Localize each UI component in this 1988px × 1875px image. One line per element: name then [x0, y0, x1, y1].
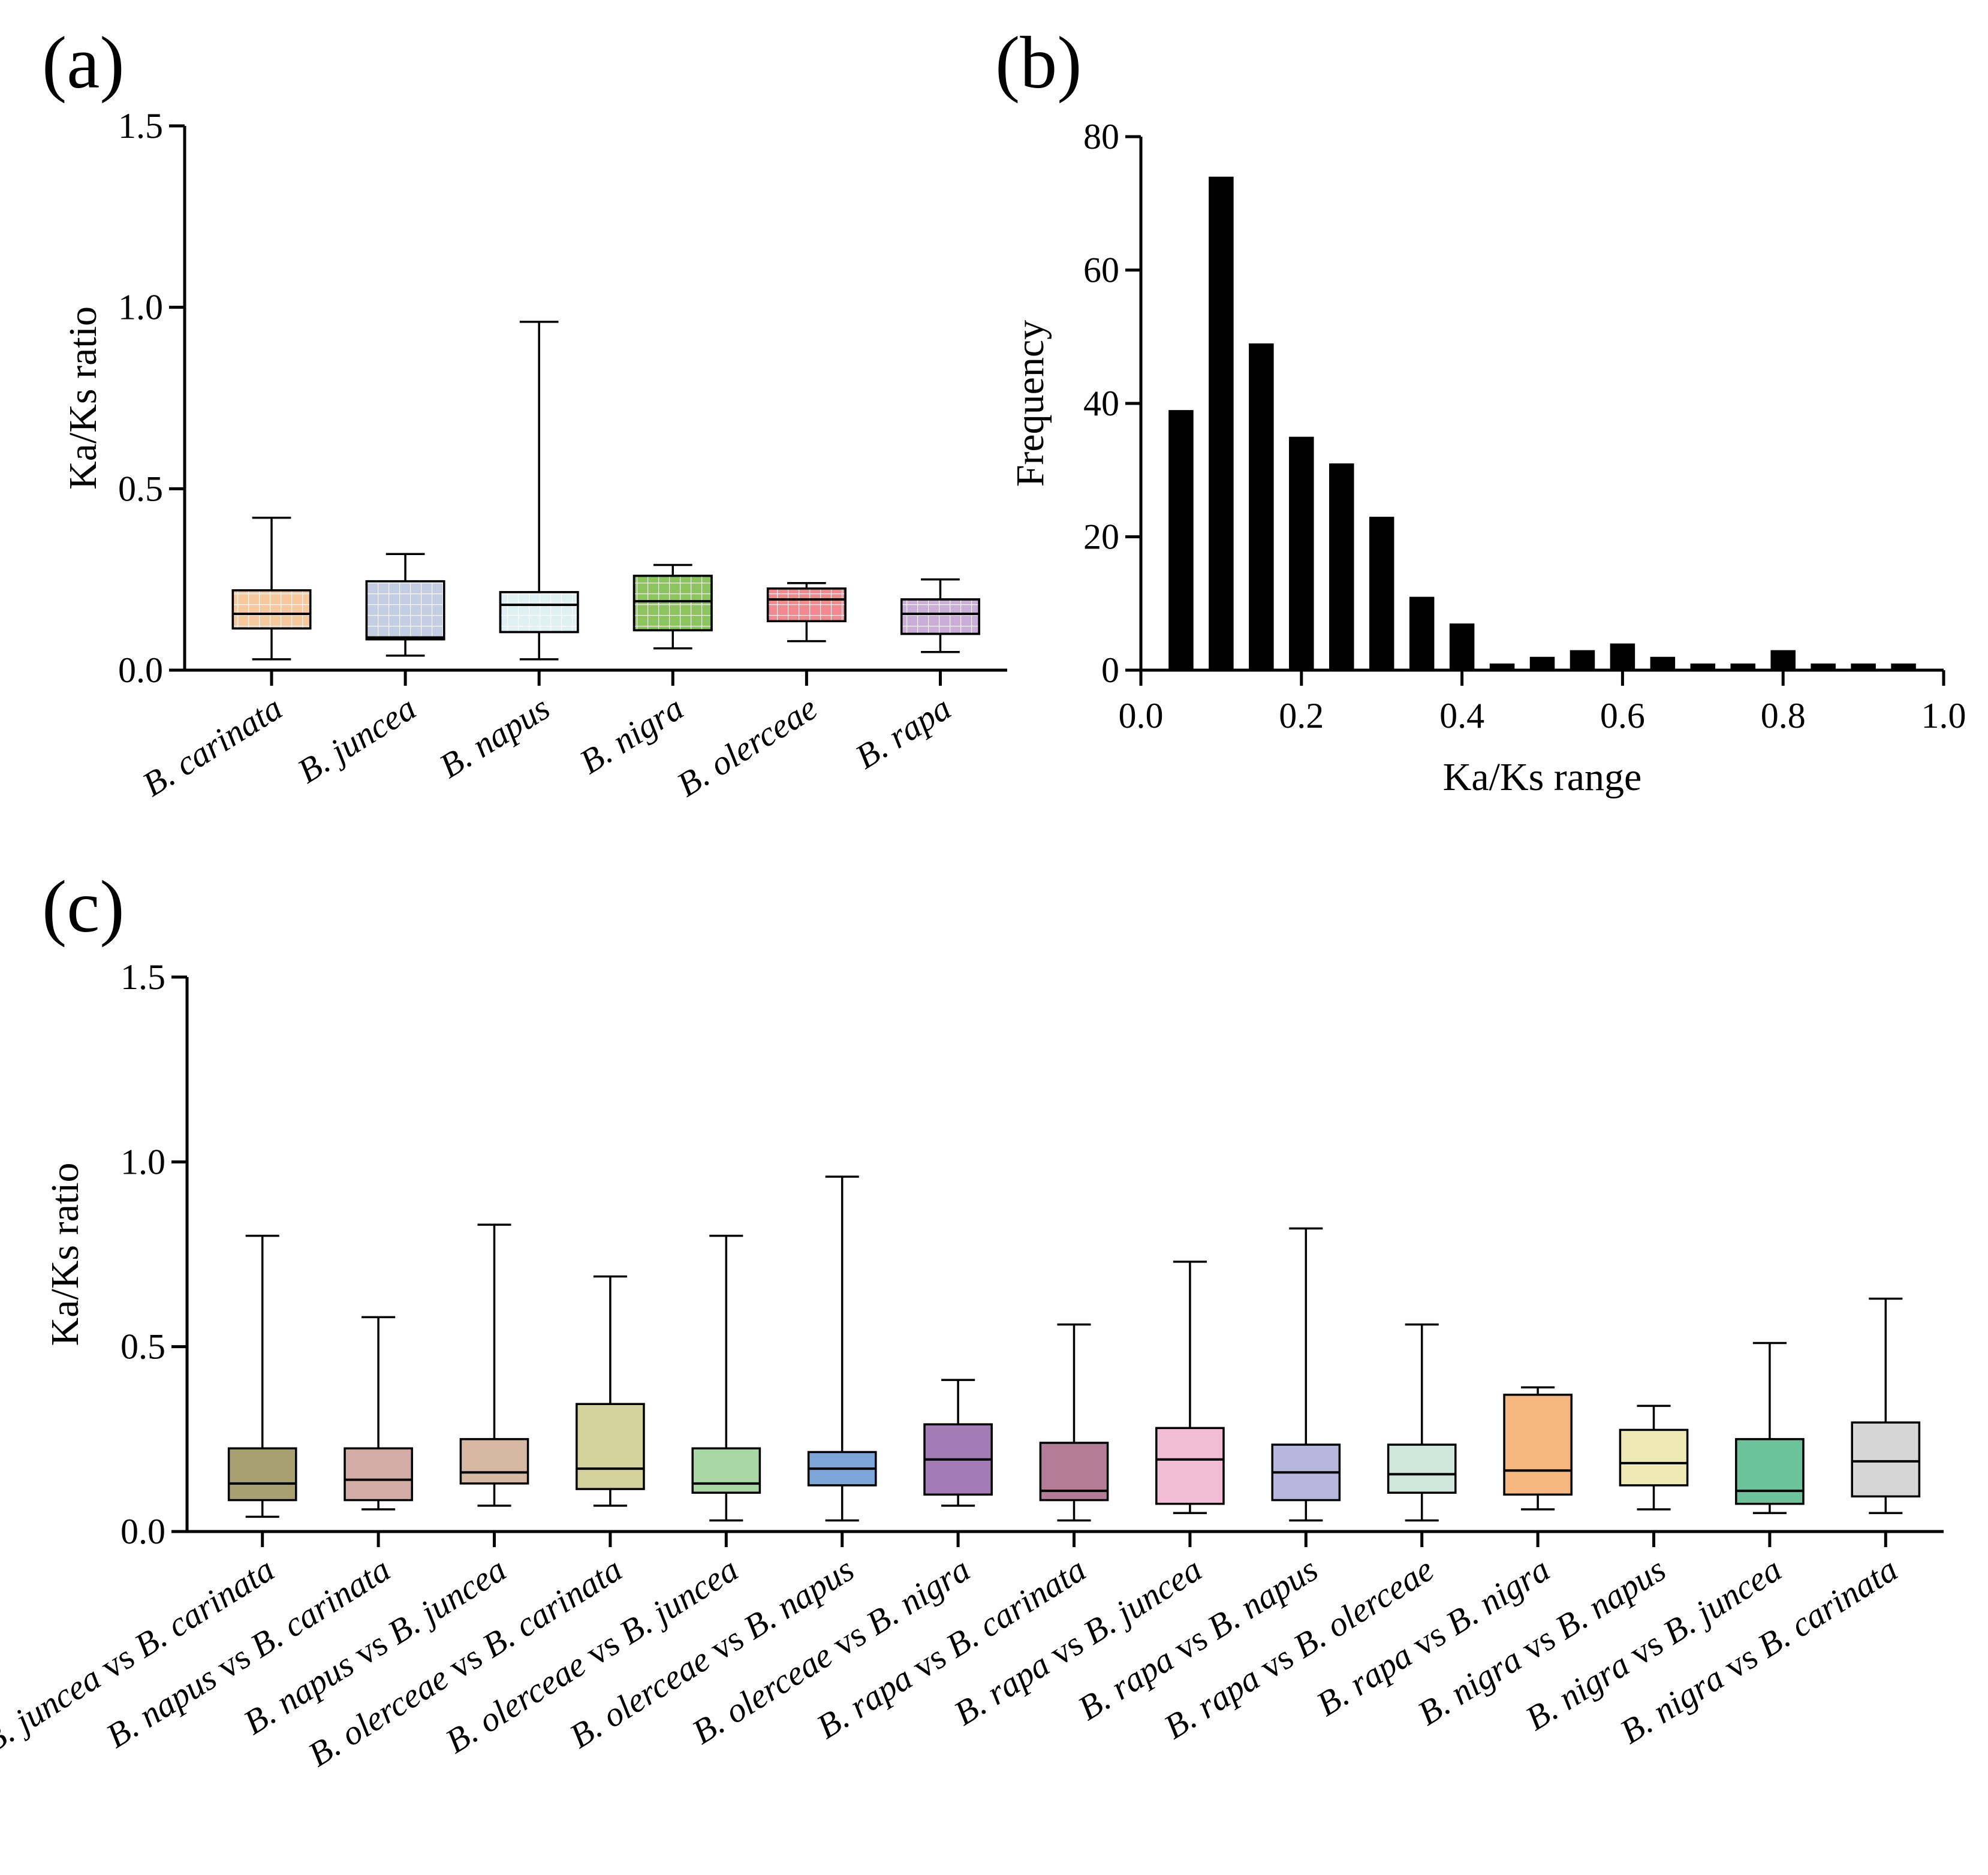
- iqr-box-pattern: [634, 575, 712, 631]
- iqr-box: [227, 1447, 297, 1502]
- y-tick-label: 1.0: [118, 288, 163, 327]
- iqr-box: [1387, 1443, 1457, 1494]
- iqr-box-outline: [231, 589, 312, 630]
- y-axis-title: Frequency: [1008, 320, 1052, 487]
- histogram-bar: [1168, 410, 1194, 670]
- histogram-bar: [1770, 650, 1796, 670]
- box-group: B. nigra vs B. carinata: [1613, 1297, 1921, 1752]
- x-category-label: B. rapa: [848, 688, 957, 776]
- y-tick-label: 80: [1083, 117, 1119, 156]
- x-tick-label: 0.2: [1279, 696, 1324, 735]
- x-tick-label: 1.0: [1921, 696, 1966, 735]
- y-tick-label: 1.5: [121, 957, 165, 997]
- histogram-bar: [1449, 623, 1475, 670]
- box-group: B. olerceae vs B. juncea: [439, 1234, 761, 1761]
- panel-b-histogram: 0 20 40 60 80 0.0 0.2 0.4 0.6 0.8 1.0 Ka/Ks range Fr…: [1008, 117, 1966, 799]
- iqr-box-outline: [365, 580, 445, 641]
- iqr-box-pattern: [500, 592, 578, 632]
- iqr-box-pattern: [366, 581, 444, 640]
- histogram-bar: [1851, 663, 1876, 670]
- y-tick-label: 0.5: [121, 1327, 165, 1367]
- panel-label-c: (c): [42, 866, 125, 948]
- y-tick-label: 0.5: [118, 469, 163, 508]
- histogram-bar: [1329, 463, 1354, 670]
- iqr-box: [576, 1403, 645, 1490]
- y-tick-label: 40: [1083, 384, 1119, 423]
- x-tick-label: 0.0: [1119, 696, 1164, 735]
- box-group: B. rapa vs B. nigra: [1309, 1386, 1573, 1724]
- x-category-label: B. juncea: [291, 688, 423, 791]
- panel-label-b: (b): [995, 22, 1082, 104]
- box-group: B. napus: [432, 321, 579, 786]
- histogram-bar: [1249, 343, 1274, 670]
- x-category-label: B. olerceae: [670, 688, 824, 804]
- y-tick-label: 1.0: [121, 1142, 165, 1181]
- histogram-bar: [1369, 517, 1394, 670]
- histogram-bar: [1650, 656, 1676, 670]
- y-axis-title: Ka/Ks ratio: [61, 306, 105, 490]
- category-species-a: B. juncea: [0, 1658, 107, 1761]
- iqr-box-pattern: [233, 590, 311, 629]
- iqr-box: [1503, 1394, 1573, 1496]
- histogram-bar: [1489, 663, 1515, 670]
- histogram-bar: [1570, 650, 1595, 670]
- iqr-box: [459, 1438, 529, 1485]
- iqr-box: [1735, 1438, 1805, 1505]
- iqr-box: [1619, 1428, 1689, 1487]
- iqr-box-outline: [632, 574, 713, 632]
- x-tick-label: 0.8: [1761, 696, 1806, 735]
- iqr-box-pattern: [767, 588, 846, 622]
- y-tick-label: 60: [1083, 251, 1119, 290]
- iqr-box-outline: [766, 587, 847, 623]
- panel-label-a: (a): [42, 22, 125, 104]
- histogram-bar: [1610, 643, 1635, 670]
- histogram-bar: [1409, 596, 1435, 670]
- y-axis-title: Ka/Ks ratio: [43, 1162, 87, 1346]
- y-tick-label: 0.0: [118, 650, 163, 690]
- box-group: B. rapa: [848, 578, 980, 776]
- iqr-box: [691, 1447, 761, 1494]
- x-category-label: B. napus: [432, 688, 556, 786]
- histogram-bar: [1891, 663, 1916, 670]
- x-category-label: B. nigra: [573, 688, 690, 782]
- x-tick-label: 0.4: [1439, 696, 1484, 735]
- y-tick-label: 0.0: [121, 1512, 165, 1551]
- panel-a-boxplot: 0.0 0.5 1.0 1.5 Ka/Ks ratio B. carinata B. jun…: [61, 106, 1007, 804]
- iqr-box: [344, 1447, 413, 1502]
- iqr-box: [1851, 1421, 1921, 1498]
- histogram-bar: [1730, 663, 1756, 670]
- box-group: B. juncea: [291, 553, 445, 791]
- iqr-box: [1155, 1427, 1225, 1505]
- histogram-bar: [1529, 656, 1555, 670]
- histogram-bar: [1690, 663, 1716, 670]
- histogram-bar: [1811, 663, 1836, 670]
- histogram-bar: [1289, 436, 1314, 670]
- iqr-box-outline: [499, 591, 579, 634]
- y-tick-label: 1.5: [118, 106, 163, 146]
- box-group: B. nigra: [573, 563, 713, 782]
- histogram-bar: [1209, 176, 1234, 670]
- y-tick-label: 0: [1101, 650, 1119, 690]
- x-tick-label: 0.6: [1600, 696, 1645, 735]
- x-axis-title: Ka/Ks range: [1443, 755, 1642, 799]
- box-group: B. olerceae vs B. carinata: [302, 1275, 645, 1774]
- x-category-label: B. carinata: [135, 688, 289, 804]
- iqr-box-outline: [900, 598, 980, 635]
- iqr-box-pattern: [901, 599, 980, 634]
- y-tick-label: 20: [1083, 517, 1119, 557]
